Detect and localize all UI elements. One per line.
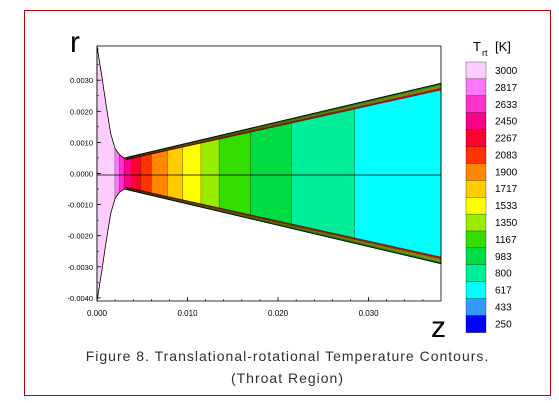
colorbar-label: 1533 <box>495 201 518 212</box>
x-axis-ticks: 0.000 0.010 0.020 0.030 <box>87 297 424 318</box>
y-tick-label: 0.0030 <box>70 76 93 85</box>
colorbar-label: 250 <box>495 319 512 330</box>
x-axis-label: z <box>431 311 446 344</box>
colorbar-swatch <box>465 281 487 299</box>
colorbar-swatch <box>465 163 487 181</box>
colorbar-label: 433 <box>495 303 512 314</box>
colorbar-swatch <box>465 264 487 283</box>
temperature-band <box>140 46 152 301</box>
temperature-band <box>115 46 120 301</box>
y-tick-label: -0.0010 <box>68 201 93 210</box>
y-tick-label: -0.0020 <box>68 232 93 241</box>
colorbar-title-main: T <box>473 39 481 54</box>
x-tick-label: 0.030 <box>359 309 380 318</box>
colorbar-swatch <box>465 95 487 114</box>
colorbar-swatch <box>465 247 487 266</box>
temperature-band <box>124 46 132 301</box>
colorbar-label: 1717 <box>495 184 518 195</box>
nozzle-outline <box>96 45 442 302</box>
y-tick-label: 0.0020 <box>70 107 93 116</box>
colorbar-labels: 3000 2817 2633 2450 2267 2083 1900 1717 1533 1350… <box>495 66 518 330</box>
figure-caption-subtitle: (Throat Region) <box>230 370 345 386</box>
colorbar-label: 1167 <box>495 235 517 246</box>
colorbar-swatch <box>465 61 487 80</box>
colorbar-label: 1350 <box>495 218 518 229</box>
colorbar-label: 2450 <box>495 117 518 128</box>
colorbar-swatch <box>465 315 487 333</box>
colorbar-swatches <box>465 61 487 333</box>
y-tick-label: 0.0010 <box>70 138 93 147</box>
colorbar-swatch <box>465 213 487 232</box>
colorbar-swatch <box>465 129 487 147</box>
colorbar-title-sub: rt <box>482 48 488 58</box>
figure-caption: Figure 8. Translational-rotational Tempe… <box>85 348 490 364</box>
temperature-band <box>119 46 125 301</box>
colorbar-title-unit: [K] <box>495 39 511 54</box>
colorbar-swatch <box>465 298 487 316</box>
colorbar-swatch <box>465 180 487 198</box>
colorbar-label: 1900 <box>495 167 518 178</box>
colorbar-swatch <box>465 146 487 164</box>
colorbar-label: 2083 <box>495 150 518 161</box>
temperature-band <box>131 46 141 301</box>
figure-frame <box>24 10 551 396</box>
colorbar-swatch <box>465 112 487 130</box>
colorbar-swatch <box>465 230 487 249</box>
colorbar: T rt [K] 3000 2817 2633 2450 2267 2083 1900 171… <box>465 39 518 333</box>
colorbar-label: 2817 <box>495 83 518 94</box>
colorbar-swatch <box>465 197 487 215</box>
x-tick-label: 0.020 <box>268 309 289 318</box>
colorbar-label: 3000 <box>495 66 518 77</box>
colorbar-label: 617 <box>495 286 512 297</box>
y-axis-label: r <box>70 26 80 59</box>
colorbar-label: 800 <box>495 269 512 280</box>
y-axis-ticks: 0.0030 0.0020 0.0010 0.0000 -0.0010 -0.0020 -0… <box>68 48 101 303</box>
x-tick-label: 0.010 <box>178 309 199 318</box>
colorbar-swatch <box>465 78 487 97</box>
colorbar-label: 2633 <box>495 100 518 111</box>
colorbar-label: 983 <box>495 252 512 263</box>
x-tick-label: 0.000 <box>87 309 108 318</box>
y-tick-label: 0.0000 <box>70 170 93 179</box>
y-tick-label: -0.0030 <box>68 263 93 272</box>
y-tick-label: -0.0040 <box>68 294 93 303</box>
colorbar-label: 2267 <box>495 134 518 145</box>
